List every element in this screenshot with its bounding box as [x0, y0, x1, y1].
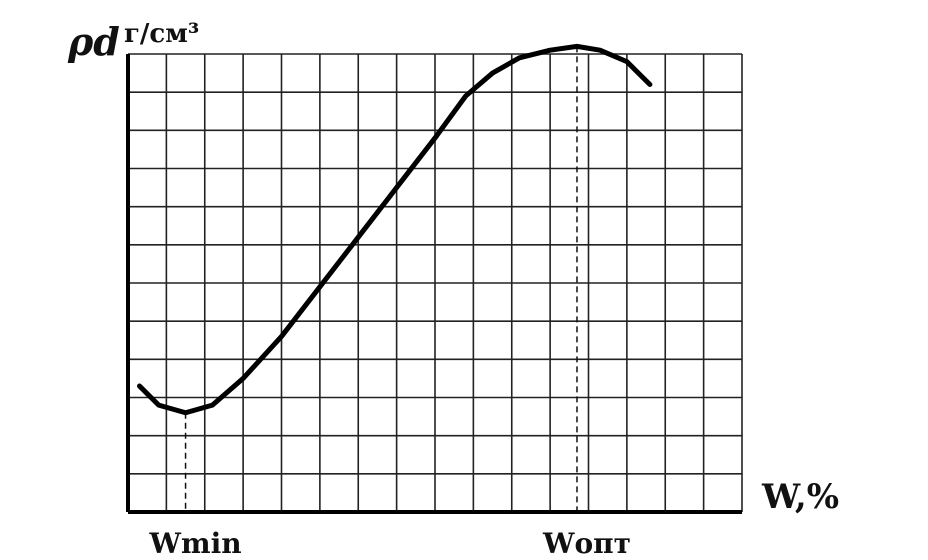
x-axis-label: W,%: [761, 477, 839, 517]
tick-label-wopt: Wопт: [542, 527, 631, 560]
tick-label-wmin: Wmin: [149, 527, 242, 560]
y-axis-symbol: ρd: [67, 19, 120, 64]
series-line: [137, 43, 653, 416]
grid: [127, 53, 743, 513]
y-axis-unit: г/см³: [124, 19, 199, 49]
